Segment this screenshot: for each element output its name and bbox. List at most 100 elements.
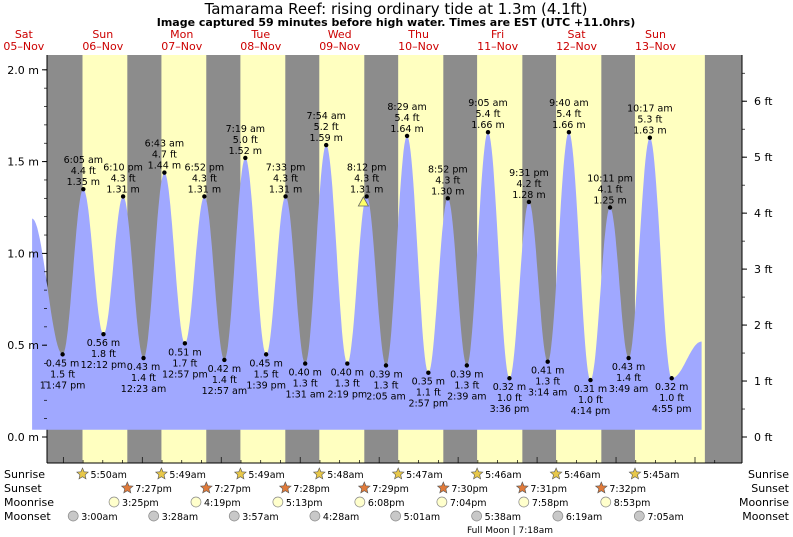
day-date: 12–Nov <box>556 40 597 53</box>
low-tide-point <box>101 331 106 337</box>
sunrise-icon <box>628 467 642 480</box>
high-tide-m: 1.44 m <box>148 161 181 172</box>
high-tide-time: 6:43 am <box>145 139 184 150</box>
day-date: 07–Nov <box>161 40 202 53</box>
row-label-moonrise-left: Moonrise <box>4 496 54 509</box>
high-tide-point <box>162 170 167 175</box>
sunset-icon <box>594 481 608 494</box>
moonrise-icon <box>272 496 284 508</box>
sunrise-time: 5:45am <box>643 470 679 481</box>
day-date: 11–Nov <box>477 40 518 53</box>
low-tide-point <box>60 352 65 357</box>
right-tick-label: 3 ft <box>754 263 773 276</box>
right-tick-label: 5 ft <box>754 151 773 164</box>
low-tide-time: 1:39 pm <box>246 380 286 391</box>
day-name: Sat <box>568 28 587 41</box>
day-name: Sun <box>92 28 113 41</box>
right-tick-label: 1 ft <box>754 375 773 388</box>
low-tide-time: 2:57 pm <box>409 399 449 410</box>
moonset-icon <box>148 510 160 522</box>
low-tide-time: 2:05 am <box>366 391 405 402</box>
left-tick-label: 2.0 m <box>7 64 39 77</box>
sunset-icon <box>515 481 529 494</box>
high-tide-ft: 4.1 ft <box>598 185 623 196</box>
high-tide-ft: 5.2 ft <box>314 122 339 133</box>
high-tide-point <box>445 196 451 201</box>
high-tide-point <box>485 130 491 135</box>
sunrise-icon <box>312 467 326 480</box>
low-tide-time: 11:47 pm <box>40 380 86 391</box>
moonrise-icon <box>436 496 448 508</box>
low-tide-ft: 1.3 ft <box>373 380 398 391</box>
low-tide-time: 12:57 pm <box>162 369 208 380</box>
high-tide-m: 1.30 m <box>431 186 464 197</box>
low-tide-m: 0.31 m <box>574 384 607 395</box>
high-tide-point <box>202 194 207 199</box>
high-tide-ft: 4.3 ft <box>435 175 460 186</box>
sunrise-icon <box>76 467 89 480</box>
low-tide-ft: 1.4 ft <box>131 373 156 384</box>
left-tick-label: 0.0 m <box>7 431 39 444</box>
low-tide-time: 4:55 pm <box>652 404 692 415</box>
moonset-icon <box>228 510 240 522</box>
chart-subtitle: Image captured 59 minutes before high wa… <box>157 16 636 29</box>
high-tide-time: 6:05 am <box>64 155 103 166</box>
moonset-time: 5:01am <box>404 512 440 523</box>
high-tide-ft: 5.4 ft <box>556 109 581 120</box>
sunrise-icon <box>233 467 247 480</box>
moonrise-time: 5:13pm <box>286 498 323 509</box>
low-tide-ft: 1.0 ft <box>578 395 603 406</box>
sunset-icon <box>357 481 371 494</box>
sunrise-icon <box>549 467 563 480</box>
moonset-icon <box>633 510 645 522</box>
high-tide-time: 9:40 am <box>549 98 588 109</box>
high-tide-time: 9:05 am <box>468 98 507 109</box>
low-tide-ft: 1.3 ft <box>335 379 360 390</box>
row-label-sunrise-left: Sunrise <box>4 468 45 481</box>
sunset-icon <box>199 481 213 494</box>
high-tide-m: 1.66 m <box>471 120 504 131</box>
sunrise-time: 5:49am <box>248 470 284 481</box>
low-tide-m: 0.41 m <box>531 366 564 377</box>
day-name: Mon <box>170 28 193 41</box>
high-tide-point <box>323 142 329 148</box>
moonset-time: 5:38am <box>485 512 521 523</box>
high-tide-m: 1.31 m <box>269 184 302 195</box>
row-label-sunrise-right: Sunrise <box>748 468 789 481</box>
moonrise-icon <box>108 496 120 508</box>
sunrise-icon <box>470 467 484 480</box>
low-tide-m: 0.40 m <box>331 368 364 379</box>
low-tide-m: 0.51 m <box>168 347 201 358</box>
low-tide-m: 0.43 m <box>612 362 645 373</box>
day-name: Sat <box>15 28 34 41</box>
low-tide-point <box>464 363 470 368</box>
sunset-time: 7:27pm <box>214 484 251 495</box>
high-tide-ft: 4.2 ft <box>516 179 541 190</box>
moonrise-time: 7:04pm <box>450 498 487 509</box>
high-tide-ft: 5.3 ft <box>637 115 662 126</box>
high-tide-time: 6:52 pm <box>185 162 225 173</box>
sunrise-icon <box>154 467 168 480</box>
sunset-time: 7:30pm <box>451 484 488 495</box>
left-tick-label: 1.5 m <box>7 156 39 169</box>
moonrise-time: 4:19pm <box>204 498 241 509</box>
low-tide-ft: 1.3 ft <box>293 379 318 390</box>
sunset-icon <box>436 481 450 494</box>
low-tide-time: 3:14 am <box>528 388 567 399</box>
high-tide-point <box>283 194 288 199</box>
day-date: 09–Nov <box>319 40 360 53</box>
high-tide-m: 1.31 m <box>350 184 383 195</box>
low-tide-point <box>222 357 227 363</box>
high-tide-m: 1.64 m <box>390 124 423 135</box>
high-tide-m: 1.52 m <box>229 146 262 157</box>
moonset-icon <box>552 510 564 522</box>
row-label-sunset-right: Sunset <box>751 482 789 495</box>
sunrise-time: 5:49am <box>169 470 205 481</box>
low-tide-m: 0.45 m <box>249 358 282 369</box>
moonrise-icon <box>518 496 530 508</box>
moonrise-icon <box>190 496 202 508</box>
high-tide-m: 1.25 m <box>593 196 626 207</box>
low-tide-point <box>263 352 269 357</box>
high-tide-ft: 4.4 ft <box>71 166 96 177</box>
